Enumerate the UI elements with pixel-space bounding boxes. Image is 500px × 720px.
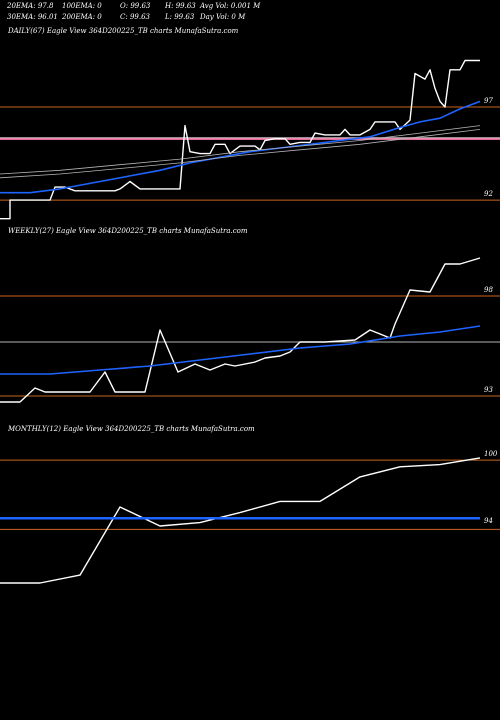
monthly-series-price-0: [0, 457, 481, 584]
monthly-chart: 100 94: [0, 450, 500, 584]
stat-low: L: 99.63: [165, 13, 195, 21]
daily-series-grey_ref-2: [0, 125, 481, 175]
stat-avg-vol: Avg Vol: 0.001 M: [200, 2, 261, 10]
daily-chart: 97 92: [0, 59, 500, 220]
daily-series-ema-1: [0, 100, 481, 194]
monthly-chart-title: MONTHLY(12) Eagle View 364D200225_TB cha…: [8, 425, 255, 433]
monthly-y-tick-1: 94: [484, 517, 493, 525]
stat-20ema: 20EMA: 97.8: [7, 2, 54, 10]
monthly-y-tick-0: 100: [484, 450, 498, 458]
weekly-chart-title: WEEKLY(27) Eagle View 364D200225_TB char…: [8, 227, 248, 235]
stat-day-vol: Day Vol: 0 M: [200, 13, 246, 21]
stat-open: O: 99.63: [120, 2, 151, 10]
stat-high: H: 99.63: [165, 2, 196, 10]
weekly-series-price-0: [0, 257, 481, 403]
stat-100ema: 100EMA: 0: [62, 2, 102, 10]
daily-y-tick-0: 97: [484, 97, 493, 105]
stat-200ema: 200EMA: 0: [62, 13, 102, 21]
stat-close: C: 99.63: [120, 13, 150, 21]
weekly-y-tick-1: 93: [484, 386, 493, 394]
daily-series-grey_ref-3: [0, 129, 481, 179]
weekly-y-tick-0: 98: [484, 286, 493, 294]
weekly-chart: 98 93: [0, 257, 500, 403]
weekly-series-ema-1: [0, 325, 481, 375]
stat-30ema: 30EMA: 96.01: [7, 13, 58, 21]
daily-chart-title: DAILY(67) Eagle View 364D200225_TB chart…: [8, 27, 239, 35]
daily-y-tick-1: 92: [484, 190, 493, 198]
